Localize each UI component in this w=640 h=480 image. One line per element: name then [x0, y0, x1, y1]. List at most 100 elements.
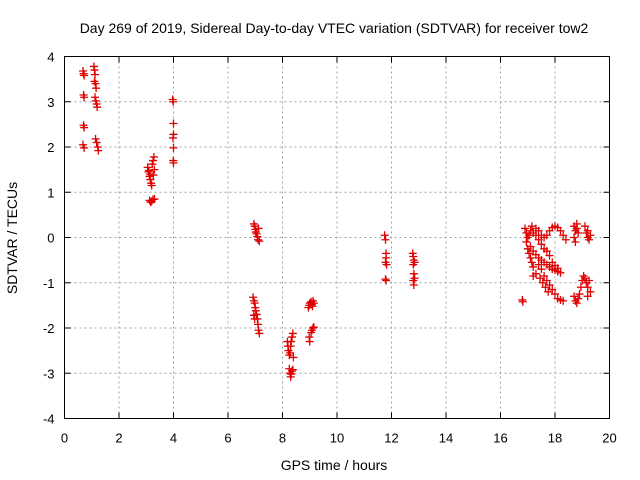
data-point [169, 158, 178, 167]
data-point [572, 299, 581, 308]
data-point [527, 258, 536, 267]
data-point [255, 237, 264, 246]
data-point [559, 296, 568, 305]
data-point [542, 247, 551, 256]
data-point [309, 323, 318, 332]
y-axis-label: SDTVAR / TECUs [4, 182, 20, 294]
data-point [254, 224, 263, 233]
data-point [381, 275, 390, 284]
data-point [586, 231, 595, 240]
data-point [149, 152, 158, 161]
x-tick-label: 14 [439, 431, 453, 446]
data-point [409, 281, 418, 290]
data-point [149, 171, 158, 180]
axis-ticks [64, 56, 610, 419]
data-point [150, 195, 159, 204]
x-tick-label: 2 [115, 431, 122, 446]
data-point [289, 353, 298, 362]
data-point [92, 138, 101, 147]
data-point [544, 287, 553, 296]
data-point [525, 231, 534, 240]
x-tick-label: 8 [279, 431, 286, 446]
y-tick-label: 2 [47, 140, 54, 155]
data-point [534, 235, 543, 244]
data-point [537, 265, 546, 274]
data-point [381, 235, 390, 244]
data-point [559, 231, 568, 240]
data-point [169, 97, 178, 106]
data-point [249, 293, 258, 302]
data-point [542, 231, 551, 240]
data-point [583, 292, 592, 301]
data-point [580, 274, 589, 283]
data-point [586, 287, 595, 296]
data-point [409, 269, 418, 278]
y-tick-label: 1 [47, 185, 54, 200]
data-point [382, 260, 391, 269]
y-tick-label: -2 [43, 321, 55, 336]
data-point [94, 146, 103, 155]
data-point [537, 240, 546, 249]
data-point [309, 299, 318, 308]
data-point [570, 292, 579, 301]
data-point [527, 222, 536, 231]
x-tick-label: 16 [493, 431, 507, 446]
data-point [574, 228, 583, 237]
data-point [80, 123, 89, 132]
data-point [538, 278, 547, 287]
data-point [93, 103, 102, 112]
data-point [518, 297, 527, 306]
data-point [91, 134, 100, 143]
data-point [250, 314, 259, 323]
data-point [148, 160, 157, 169]
data-point [521, 224, 530, 233]
data-point [288, 333, 297, 342]
data-point [556, 226, 565, 235]
y-tick-label: -3 [43, 366, 55, 381]
data-point [147, 181, 156, 190]
data-point [288, 366, 297, 375]
data-point [576, 283, 585, 292]
y-tick-label: 4 [47, 50, 54, 65]
data-point [575, 290, 584, 299]
data-point [251, 306, 260, 315]
data-point [583, 283, 592, 292]
data-point [522, 238, 531, 247]
data-point [531, 269, 540, 278]
data-point [309, 324, 318, 332]
x-axis-label: GPS time / hours [281, 457, 388, 473]
data-point [80, 93, 89, 102]
y-tick-label: -4 [43, 412, 55, 427]
x-tick-label: 10 [330, 431, 344, 446]
data-point [287, 337, 296, 346]
data-point [249, 311, 258, 320]
data-point [534, 226, 543, 235]
data-point [80, 143, 89, 152]
data-point [149, 156, 158, 165]
data-point [92, 84, 101, 93]
data-point [409, 260, 418, 269]
data-point [526, 242, 535, 251]
data-point [561, 235, 570, 244]
x-tick-label: 20 [602, 431, 616, 446]
data-point [553, 264, 562, 273]
x-tick-label: 4 [170, 431, 177, 446]
data-point [551, 290, 559, 299]
data-point [541, 283, 550, 292]
data-point [288, 365, 297, 374]
data-points [79, 62, 595, 381]
data-point [583, 226, 592, 235]
y-tick-label: 0 [47, 231, 54, 246]
x-tick-label: 6 [224, 431, 231, 446]
data-point [536, 274, 545, 283]
data-point [150, 165, 159, 174]
x-tick-label: 0 [61, 431, 68, 446]
chart-title: Day 269 of 2019, Sidereal Day-to-day VTE… [80, 20, 589, 36]
data-point [91, 93, 100, 102]
data-point [168, 133, 177, 142]
data-point [144, 166, 153, 175]
data-point [169, 143, 178, 152]
y-tick-label: -1 [43, 276, 55, 291]
